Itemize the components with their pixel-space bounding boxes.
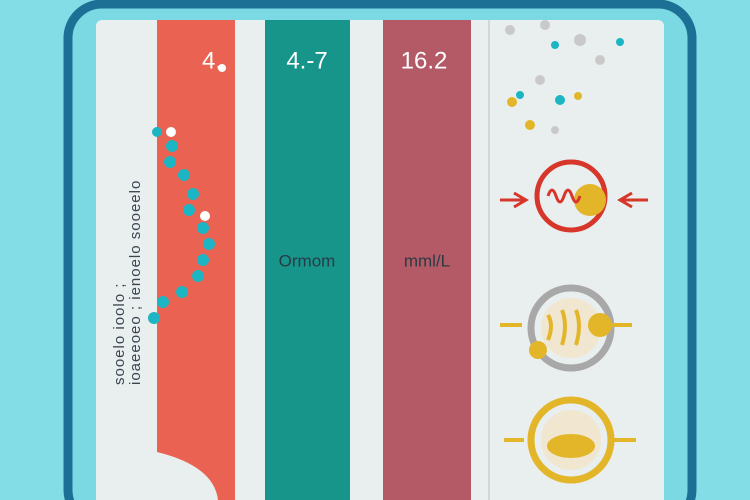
inner-panel <box>96 20 664 500</box>
wave <box>546 309 581 346</box>
dot <box>166 140 178 152</box>
column-unit: Ormom <box>279 251 336 270</box>
particle <box>574 34 586 46</box>
particle <box>555 95 565 105</box>
column-value: 4.-7 <box>286 47 327 74</box>
dot <box>197 254 209 266</box>
dot <box>197 222 209 234</box>
particle <box>540 20 550 30</box>
dot <box>187 188 199 200</box>
particle <box>535 75 545 85</box>
side-text: sooelo ioolo ; <box>111 283 128 385</box>
particle <box>505 25 515 35</box>
dot <box>176 286 188 298</box>
particle <box>595 55 605 65</box>
dot <box>148 312 160 324</box>
red-column <box>157 20 235 500</box>
dot <box>200 211 210 221</box>
teal-column <box>265 20 350 500</box>
mauve-column <box>383 20 471 500</box>
side-text: ioaeeoeo ; ienoelo sooeelo <box>127 180 144 385</box>
particle-cluster <box>505 20 624 134</box>
particle <box>507 97 517 107</box>
particle <box>588 313 612 337</box>
dot <box>178 169 190 181</box>
column-value: 4. <box>202 47 222 74</box>
particle-cluster <box>547 434 595 458</box>
wave <box>546 188 582 204</box>
ring-core <box>574 184 606 216</box>
particle <box>525 120 535 130</box>
dot <box>164 156 176 168</box>
dot <box>152 127 162 137</box>
dot <box>183 204 195 216</box>
ring <box>527 396 615 484</box>
particle <box>616 38 624 46</box>
particle <box>529 341 547 359</box>
ring-fill <box>541 298 601 358</box>
particle <box>551 126 559 134</box>
dot <box>218 64 226 72</box>
dot <box>203 238 215 250</box>
particle <box>574 92 582 100</box>
dot-trail <box>148 127 215 324</box>
dot <box>192 270 204 282</box>
dot <box>157 296 169 308</box>
particle <box>551 41 559 49</box>
dot <box>166 127 176 137</box>
particle <box>516 91 524 99</box>
column-unit: mml/L <box>404 251 450 270</box>
column-value: 16.2 <box>401 47 448 74</box>
arrows <box>500 191 648 209</box>
